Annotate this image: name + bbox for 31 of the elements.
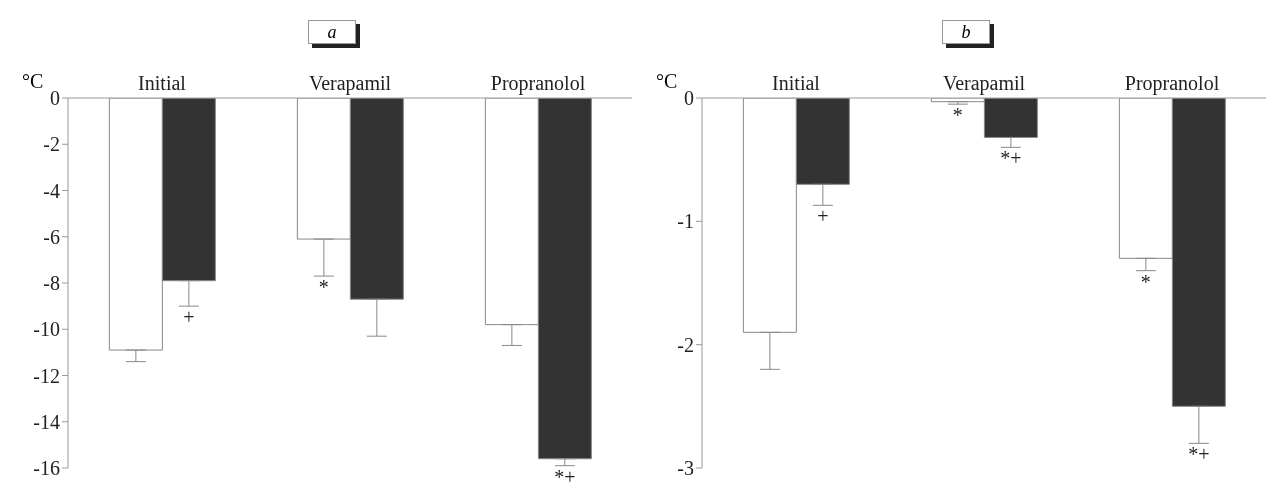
y-tick-label: 0 <box>684 87 694 110</box>
y-tick-label: -6 <box>43 225 60 248</box>
data-label: * <box>318 276 329 299</box>
chart-title: b <box>942 20 990 44</box>
x-tick-label: Propranolol <box>1124 72 1220 95</box>
y-tick-label: -4 <box>43 179 60 202</box>
data-label: *+ <box>1000 147 1022 170</box>
x-tick-label: Verapamil <box>942 72 1026 95</box>
y-tick-label: 0 <box>50 87 60 110</box>
x-tick-label: Initial <box>772 72 821 94</box>
y-tick-label: -2 <box>43 133 60 156</box>
y-tick-label: -16 <box>33 457 60 480</box>
y-tick-label: -8 <box>43 272 60 295</box>
x-tick-label: Initial <box>138 72 187 94</box>
x-tick-label: Verapamil <box>308 72 392 95</box>
y-tick-label: -3 <box>677 457 694 480</box>
y-tick-label: -2 <box>677 333 694 356</box>
y-axis-title: °C <box>22 70 44 93</box>
data-label: + <box>817 205 829 228</box>
y-axis-title: °C <box>656 70 678 93</box>
data-label: * <box>1140 270 1151 293</box>
x-tick-label: Propranolol <box>490 72 586 95</box>
data-label: *+ <box>554 465 576 488</box>
data-label: + <box>183 306 195 329</box>
y-tick-label: -14 <box>33 410 60 433</box>
data-label: * <box>952 104 963 127</box>
data-label: *+ <box>1188 443 1210 466</box>
chart-title: a <box>308 20 356 44</box>
y-tick-label: -12 <box>33 364 60 387</box>
y-tick-label: -10 <box>33 318 60 341</box>
y-tick-label: -1 <box>677 210 694 233</box>
